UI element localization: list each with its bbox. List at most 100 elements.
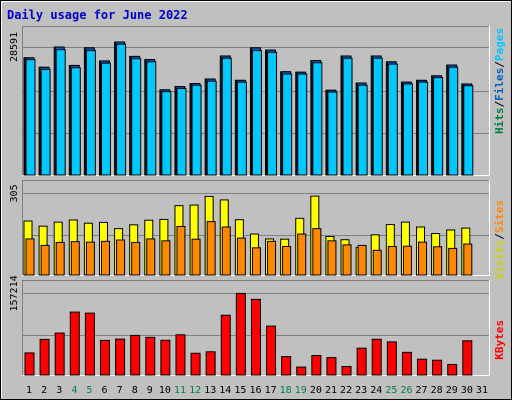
- bar-pages-day-12: [191, 84, 202, 176]
- bar-sites-day-3: [55, 241, 65, 276]
- bar-sites-day-8: [131, 241, 141, 276]
- bar-kbytes-day-17: [266, 325, 277, 376]
- x-tick-label-day-28: 28: [431, 385, 443, 396]
- legend-entry-sites: Sites: [493, 200, 506, 233]
- legend-entry-hits: Hits: [493, 108, 506, 135]
- bar-pages-day-4: [70, 67, 81, 176]
- bar-kbytes-day-16: [250, 298, 261, 376]
- bar-kbytes-day-3: [54, 332, 65, 376]
- panel-kbytes: 157214: [9, 275, 490, 376]
- bar-sites-day-21: [327, 240, 337, 276]
- bar-kbytes-day-24: [371, 338, 382, 376]
- bar-sites-day-5: [85, 241, 95, 276]
- bar-kbytes-day-6: [99, 339, 110, 376]
- x-tick-label-day-13: 13: [204, 385, 216, 396]
- bar-kbytes-day-30: [462, 340, 473, 376]
- bar-pages-day-1: [25, 59, 36, 176]
- bar-sites-day-27: [418, 241, 428, 276]
- x-tick-label-day-27: 27: [416, 385, 428, 396]
- x-tick-label-day-20: 20: [310, 385, 322, 396]
- bar-sites-day-13: [206, 221, 216, 276]
- legend-entry-pages: Pages: [493, 28, 506, 61]
- bar-pages-day-22: [342, 57, 353, 176]
- bar-pages-day-27: [418, 81, 429, 176]
- x-tick-label-day-18: 18: [280, 385, 292, 396]
- bar-pages-day-14: [221, 57, 232, 176]
- bar-kbytes-day-22: [341, 366, 352, 376]
- x-tick-label-day-14: 14: [219, 385, 231, 396]
- bar-sites-day-29: [448, 247, 458, 276]
- bar-pages-day-28: [433, 77, 444, 176]
- bar-kbytes-day-13: [205, 351, 216, 376]
- bar-kbytes-day-5: [84, 312, 95, 376]
- legend-separator: /: [493, 233, 506, 240]
- bar-sites-day-24: [372, 249, 382, 276]
- panel-max-label: 28591: [9, 32, 20, 62]
- bar-pages-day-19: [297, 73, 308, 176]
- bar-pages-day-17: [267, 51, 278, 176]
- x-tick-label-day-16: 16: [249, 385, 261, 396]
- x-tick-label-day-1: 1: [26, 385, 32, 396]
- bar-pages-day-25: [387, 63, 398, 176]
- x-tick-label-day-4: 4: [71, 385, 77, 396]
- bar-kbytes-day-26: [401, 351, 412, 376]
- bar-sites-day-7: [116, 239, 126, 276]
- bar-kbytes-day-15: [235, 292, 246, 376]
- bar-kbytes-day-20: [311, 355, 322, 376]
- legend-entry-kbytes: KBytes: [493, 320, 506, 360]
- bar-sites-day-28: [433, 246, 443, 276]
- panel-max-label: 157214: [9, 275, 20, 311]
- bar-sites-day-16: [251, 247, 261, 276]
- bar-kbytes-day-29: [447, 363, 458, 376]
- series-pages: [25, 43, 474, 176]
- panel-max-label: 305: [9, 184, 20, 202]
- bar-sites-day-10: [161, 240, 171, 276]
- bar-pages-day-23: [357, 84, 368, 176]
- bar-kbytes-day-1: [24, 352, 35, 376]
- bar-pages-day-30: [463, 85, 474, 176]
- bar-pages-day-21: [327, 91, 338, 176]
- x-axis-labels: 1 2 3 4 5 6 7 8 9 10 11 12 13 14 15 16 17 18 19 20 21 22 23 24 2…: [26, 385, 488, 396]
- bar-pages-day-20: [312, 62, 323, 176]
- x-tick-label-day-6: 6: [102, 385, 108, 396]
- bar-sites-day-26: [402, 245, 412, 276]
- panel-hits_files_pages: 28591: [9, 26, 490, 176]
- bar-pages-day-29: [448, 66, 459, 176]
- legend-separator: /: [493, 61, 506, 68]
- legend-entry-files: Files: [493, 68, 506, 101]
- bar-pages-day-6: [100, 62, 111, 176]
- bar-sites-day-23: [357, 244, 367, 276]
- chart-panels: 28591 305 157214: [9, 26, 490, 376]
- bar-sites-day-2: [40, 244, 50, 276]
- x-tick-label-day-9: 9: [147, 385, 153, 396]
- bar-kbytes-day-8: [130, 334, 141, 376]
- legend-top: Hits/Files/Pages: [493, 28, 506, 134]
- bar-pages-day-16: [251, 50, 262, 176]
- bar-sites-day-17: [267, 240, 277, 276]
- legend-text-mid: Visits/Sites: [493, 200, 506, 280]
- panel-visits_sites: 305: [9, 180, 490, 276]
- bar-pages-day-7: [116, 43, 127, 176]
- chart-title: Daily usage for June 2022: [7, 8, 188, 22]
- bar-pages-day-11: [176, 87, 187, 176]
- bar-kbytes-day-19: [296, 366, 307, 376]
- bar-kbytes-day-9: [145, 336, 156, 376]
- bar-sites-day-1: [25, 238, 35, 276]
- bar-kbytes-day-2: [39, 338, 50, 376]
- bar-kbytes-day-7: [115, 338, 126, 376]
- bar-kbytes-day-21: [326, 357, 337, 376]
- bar-pages-day-26: [402, 83, 413, 176]
- bar-kbytes-day-4: [69, 311, 80, 376]
- bar-pages-day-15: [236, 81, 247, 176]
- x-tick-label-day-24: 24: [370, 385, 382, 396]
- x-tick-label-day-30: 30: [461, 385, 473, 396]
- bar-pages-day-3: [55, 49, 66, 176]
- legend-mid: Visits/Sites: [493, 200, 506, 280]
- x-tick-label-day-8: 8: [132, 385, 138, 396]
- legend-separator: /: [493, 101, 506, 108]
- x-tick-label-day-7: 7: [117, 385, 123, 396]
- x-tick-label-day-26: 26: [400, 385, 412, 396]
